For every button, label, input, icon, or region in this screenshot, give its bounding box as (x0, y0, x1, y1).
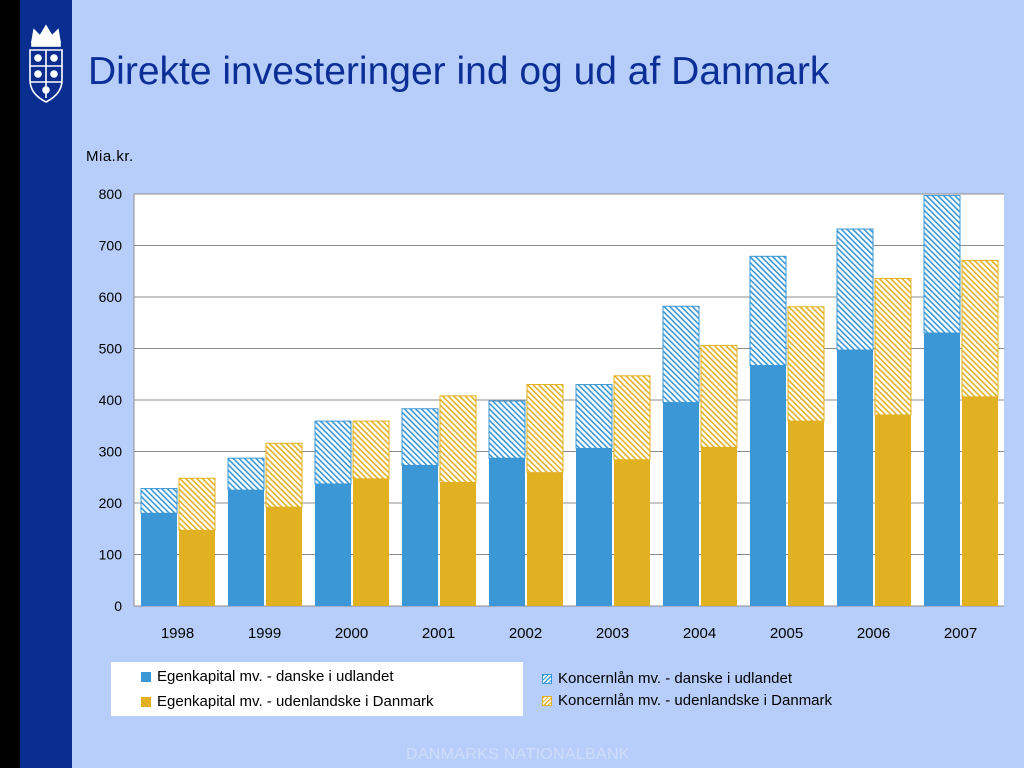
legend-label: Koncernlån mv. - udenlandske i Danmark (558, 692, 833, 709)
legend-box (111, 662, 523, 716)
bar-segment (700, 344, 738, 448)
bar-segment (440, 482, 476, 606)
legend-item-koncernlan-udenlandske: Koncernlån mv. - udenlandske i Danmark (542, 692, 832, 709)
bar-segment (613, 375, 651, 461)
legend-label: Egenkapital mv. - udenlandske i Danmark (157, 693, 434, 710)
y-tick-label: 100 (99, 547, 123, 563)
bar-segment (749, 255, 787, 366)
bar-segment (439, 395, 477, 483)
slide-title: Direkte investeringer ind og ud af Danma… (88, 50, 830, 93)
x-tick-label: 1999 (248, 625, 281, 642)
x-tick-label: 2007 (944, 625, 977, 642)
x-tick-label: 2003 (596, 625, 629, 642)
bar-segment (701, 447, 737, 606)
bar-segment (141, 513, 177, 606)
legend-label: Koncernlån mv. - danske i udlandet (558, 670, 793, 687)
bar-segment (576, 448, 612, 606)
bar-segment (228, 490, 264, 606)
bar-segment (265, 442, 303, 508)
y-tick-label: 200 (99, 495, 123, 511)
legend-swatch-hatched-gold (542, 695, 552, 706)
bar-segment (179, 530, 215, 606)
x-tick-label: 2006 (857, 625, 890, 642)
bar-segment (575, 384, 613, 449)
legend-swatch-solid-gold (141, 696, 151, 707)
bar-segment (962, 396, 998, 606)
bar-segment (787, 306, 825, 422)
bar-segment (315, 483, 351, 606)
bar-segment (266, 507, 302, 606)
bar-segment (614, 459, 650, 606)
y-tick-label: 700 (99, 238, 123, 254)
bar-segment (663, 402, 699, 606)
legend-swatch-solid-blue (141, 671, 151, 682)
bar-segment (352, 420, 390, 480)
bar-segment (924, 333, 960, 606)
y-tick-label: 600 (99, 289, 123, 305)
y-tick-label: 400 (99, 392, 123, 408)
bar-segment (874, 277, 912, 416)
x-tick-label: 2001 (422, 625, 455, 642)
bar-segment (662, 305, 700, 404)
x-tick-label: 2004 (683, 625, 716, 642)
bar-segment (875, 414, 911, 606)
crown-shield-logo-icon (29, 24, 63, 103)
bar-segment (178, 477, 216, 531)
x-tick-label: 2002 (509, 625, 542, 642)
bar-segment (923, 195, 961, 334)
bar-segment (353, 478, 389, 606)
x-tick-label: 2000 (335, 625, 368, 642)
bar-segment (836, 228, 874, 351)
x-tick-label: 1998 (161, 625, 194, 642)
bar-segment (488, 400, 526, 459)
legend-item-egenkapital-danske: Egenkapital mv. - danske i udlandet (141, 668, 394, 685)
bar-segment (527, 472, 563, 606)
legend-item-koncernlan-danske: Koncernlån mv. - danske i udlandet (542, 670, 792, 687)
sidebar-edge (0, 0, 20, 768)
y-tick-label: 300 (99, 444, 123, 460)
bar-segment (402, 465, 438, 606)
bar-segment (788, 421, 824, 606)
y-axis-unit-label: Mia.kr. (86, 148, 134, 165)
bar-segment (750, 365, 786, 606)
y-tick-label: 500 (99, 341, 123, 357)
y-tick-label: 0 (114, 598, 122, 614)
legend-label: Egenkapital mv. - danske i udlandet (157, 668, 394, 685)
bar-segment (526, 384, 564, 474)
bar-segment (961, 259, 999, 398)
legend-swatch-hatched-blue (542, 673, 552, 684)
x-tick-label: 2005 (770, 625, 803, 642)
y-tick-label: 800 (99, 186, 123, 202)
bar-segment (140, 488, 178, 514)
bar-segment (314, 420, 352, 485)
bar-segment (227, 457, 265, 491)
legend-item-egenkapital-udenlandske: Egenkapital mv. - udenlandske i Danmark (141, 693, 434, 710)
bar-segment (837, 350, 873, 606)
bar-segment (401, 408, 439, 466)
bar-segment (489, 458, 525, 606)
footer-text: DANMARKS NATIONALBANK (406, 746, 630, 763)
